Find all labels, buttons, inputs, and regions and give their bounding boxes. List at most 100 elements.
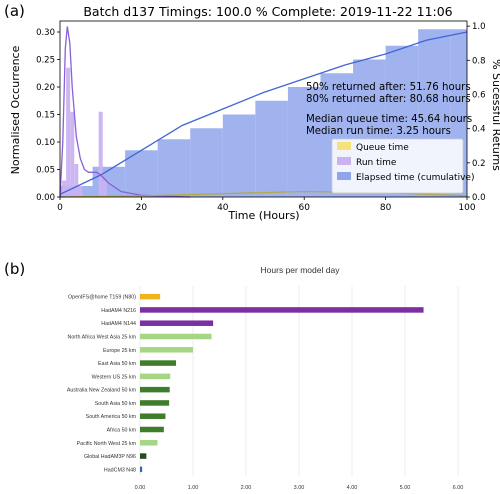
category-label-11: Pacific North West 25 km — [77, 441, 137, 447]
x-tick-label-5: 100 — [458, 203, 475, 213]
y-tick-label-5: 0.25 — [36, 56, 55, 66]
annotation-3: Median run time: 3.25 hours — [306, 126, 451, 137]
bar-1-5 — [98, 111, 103, 197]
category-label-10: Africa 50 km — [107, 428, 137, 434]
legend-swatch-1 — [337, 157, 351, 165]
bar-0 — [140, 293, 161, 300]
histogram-bars — [60, 29, 467, 197]
curve-1 — [59, 26, 191, 198]
y-tick-label-6: 0.30 — [36, 28, 55, 38]
y2-tick-label-3: 0.6 — [472, 90, 486, 100]
y2-tick-label-5: 1.0 — [472, 22, 486, 32]
bar-4 — [140, 347, 193, 353]
panel-b-label: (b) — [4, 260, 26, 278]
legend-swatch-0 — [337, 142, 351, 150]
bar-10 — [140, 426, 164, 433]
bar-0-1 — [92, 166, 126, 197]
bar-0-2 — [125, 150, 158, 197]
y2-tick-label-2: 0.4 — [472, 125, 486, 135]
category-label-13: HadCM3 N48 — [104, 467, 136, 473]
y2-tick-label-4: 0.8 — [472, 56, 486, 66]
category-label-0: OpenIFS@home T159 (N80) — [68, 295, 136, 301]
category-label-5: East Asia 50 km — [98, 361, 137, 367]
bar-1-6 — [102, 180, 107, 197]
bar-0-7 — [287, 87, 321, 197]
x-tick-label-3: 3.00 — [294, 485, 305, 491]
y2-axis-label: % Sucessful Returns — [490, 59, 500, 171]
y-tick-label-2: 0.10 — [36, 138, 55, 148]
bar-0-3 — [157, 139, 191, 197]
bar-0-4 — [190, 128, 223, 197]
bar-3 — [140, 333, 212, 340]
annotation-1: 80% returned after: 80.68 hours — [306, 94, 471, 105]
y2-tick-label-0: 0.0 — [472, 193, 486, 203]
bar-0-5 — [222, 114, 256, 197]
legend-label-1: Run time — [356, 158, 397, 168]
y-tick-label-3: 0.15 — [36, 111, 55, 121]
x-tick-label-3: 60 — [298, 203, 310, 213]
x-tick-label-0: 0 — [57, 203, 63, 213]
legend-swatch-2 — [337, 172, 351, 180]
annotation-0: 50% returned after: 51.76 hours — [306, 82, 471, 93]
horizontal-bars — [140, 293, 424, 473]
x-tick-label-1: 20 — [136, 203, 148, 213]
curve-0 — [59, 31, 468, 195]
x-tick-label-4: 80 — [380, 203, 392, 213]
category-label-2: HadAM4 N144 — [101, 321, 136, 327]
bar-5 — [140, 360, 177, 366]
legend-label-2: Elapsed time (cumulative) — [356, 173, 474, 183]
bar-7 — [140, 386, 170, 393]
y-axis-ticks: 0.00 0.05 0.10 0.15 0.20 0.25 0.30 — [36, 28, 60, 203]
bar-1-3 — [74, 164, 79, 197]
bar-1 — [140, 307, 424, 313]
bar-12 — [140, 453, 147, 459]
bar-13 — [140, 466, 143, 473]
panel-a-label: (a) — [4, 2, 25, 20]
bar-6 — [140, 373, 171, 380]
category-label-4: Europe 25 km — [103, 348, 137, 354]
x-tick-label-2: 2.00 — [241, 485, 252, 491]
x-tick-label-0: 0.00 — [135, 485, 146, 491]
category-label-6: Western US 25 km — [92, 374, 137, 380]
chart-a-frame — [59, 20, 468, 198]
bar-1-4 — [78, 186, 83, 197]
x-tick-label-6: 6.00 — [453, 485, 464, 491]
y2-tick-label-1: 0.2 — [472, 159, 486, 169]
bar-0-6 — [255, 100, 288, 197]
chart-a-title: Batch d137 Timings: 100.0 % Complete: 20… — [83, 4, 452, 19]
x-axis-ticks: 0 20 40 60 80 100 — [57, 197, 476, 213]
legend-label-0: Queue time — [356, 143, 409, 153]
timings-chart: Batch d137 Timings: 100.0 % Complete: 20… — [9, 4, 500, 222]
gridlines — [139, 286, 459, 476]
annotation-2: Median queue time: 45.64 hours — [306, 114, 472, 125]
bar-2 — [140, 320, 214, 326]
chart-b-title: Hours per model day — [261, 265, 341, 275]
category-label-12: Global HadAM3P N96 — [84, 454, 136, 460]
category-label-3: North Africa West Asia 25 km — [68, 335, 137, 341]
bar-1-0 — [62, 180, 67, 197]
category-label-7: Australia New Zealand 50 km — [67, 388, 137, 394]
x-tick-label-1: 1.00 — [188, 485, 199, 491]
y-tick-label-1: 0.05 — [36, 166, 55, 176]
category-labels: OpenIFS@home T159 (N80) HadAM4 N216 HadAM4… — [67, 295, 137, 474]
x-tick-label-5: 5.00 — [400, 485, 411, 491]
y-tick-label-4: 0.20 — [36, 83, 55, 93]
x-axis-label: Time (Hours) — [227, 209, 299, 222]
bar-1-1 — [66, 67, 71, 197]
category-label-8: South Asia 50 km — [95, 401, 137, 407]
y-tick-label-0: 0.00 — [36, 193, 55, 203]
bar-1-2 — [70, 111, 75, 197]
bar-8 — [140, 400, 170, 406]
category-label-9: South America 50 km — [86, 414, 137, 420]
category-label-1: HadAM4 N216 — [101, 308, 136, 314]
x-tick-label-4: 4.00 — [347, 485, 358, 491]
legend-box — [331, 138, 464, 194]
bar-11 — [140, 440, 158, 446]
x-axis-ticks: 0.00 1.00 2.00 3.00 4.00 5.00 6.00 — [135, 485, 464, 491]
bar-9 — [140, 413, 166, 419]
y-axis-label: Normalised Occurrence — [9, 45, 22, 174]
x-tick-label-2: 40 — [217, 203, 229, 213]
legend: Queue time Run time Elapsed time (cumulati… — [331, 138, 474, 194]
